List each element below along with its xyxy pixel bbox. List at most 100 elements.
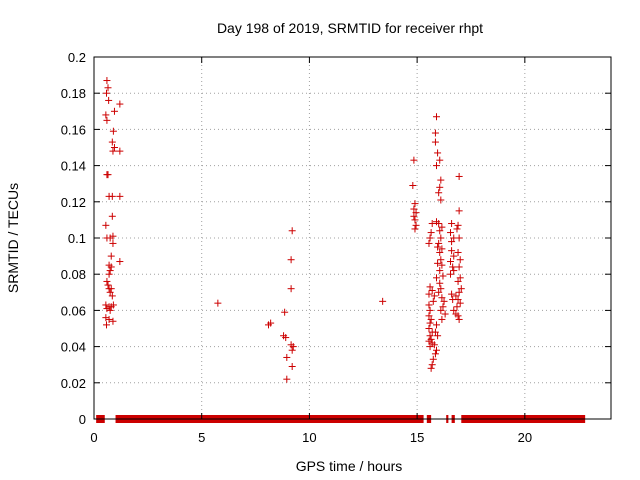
data-point — [430, 292, 438, 300]
data-point — [107, 252, 115, 260]
data-point — [452, 292, 460, 300]
data-point — [430, 341, 438, 349]
data-point — [426, 234, 434, 242]
data-point — [450, 252, 458, 260]
data-point — [450, 234, 458, 242]
data-point — [103, 77, 111, 85]
data-point — [436, 183, 444, 191]
data-point — [455, 172, 463, 180]
data-point — [281, 308, 289, 316]
data-point — [104, 171, 112, 179]
data-point — [427, 315, 435, 323]
data-point — [283, 353, 291, 361]
data-point — [431, 350, 439, 358]
data-point — [454, 248, 462, 256]
data-point — [431, 328, 439, 336]
data-point — [214, 299, 222, 307]
data-point — [103, 116, 111, 124]
y-tick-label: 0 — [79, 412, 86, 427]
data-point — [428, 361, 436, 369]
data-point — [431, 129, 439, 137]
data-point — [108, 292, 116, 300]
data-point — [447, 229, 455, 237]
data-point — [107, 263, 115, 271]
data-point — [438, 294, 446, 302]
data-point — [102, 89, 110, 97]
data-point — [107, 285, 115, 293]
data-point — [379, 297, 387, 305]
data-point — [425, 325, 433, 332]
y-tick-label: 0.04 — [61, 340, 86, 355]
data-point — [287, 256, 295, 264]
data-point — [287, 285, 295, 293]
data-point — [447, 270, 455, 278]
data-point — [433, 346, 441, 354]
data-point — [106, 306, 114, 314]
data-point — [102, 321, 110, 329]
data-point — [102, 314, 110, 322]
data-point — [267, 319, 275, 327]
data-point — [289, 343, 297, 351]
data-point — [450, 267, 458, 275]
data-point — [105, 96, 113, 104]
chart-title: Day 198 of 2019, SRMTID for receiver rhp… — [217, 20, 483, 36]
data-point — [102, 301, 110, 309]
x-tick-label: 0 — [90, 430, 97, 445]
data-point — [106, 288, 114, 296]
data-point — [435, 288, 443, 296]
y-tick-label: 0.2 — [68, 50, 86, 65]
x-tick-label: 10 — [302, 430, 316, 445]
data-point — [108, 138, 116, 146]
data-point — [425, 312, 433, 320]
data-point — [410, 156, 418, 164]
x-tick-label: 5 — [198, 430, 205, 445]
data-point — [453, 303, 461, 311]
data-point — [435, 220, 443, 228]
data-point — [110, 144, 118, 151]
data-point — [104, 84, 112, 92]
data-point — [448, 247, 456, 255]
data-point — [412, 209, 420, 217]
data-point — [108, 212, 116, 220]
data-point — [455, 315, 463, 323]
data-point — [437, 196, 445, 204]
data-point — [103, 305, 111, 313]
data-point — [450, 306, 458, 314]
data-point — [116, 258, 124, 266]
y-tick-label: 0.18 — [61, 86, 86, 101]
data-point — [453, 225, 461, 233]
data-point — [437, 256, 445, 264]
data-point — [106, 267, 114, 275]
data-point — [448, 220, 456, 228]
data-point — [436, 267, 444, 275]
data-point — [454, 277, 462, 285]
data-point — [434, 149, 442, 157]
data-point — [109, 147, 117, 155]
data-point — [433, 113, 441, 121]
data-point — [109, 239, 117, 247]
data-point — [411, 225, 419, 233]
data-point — [429, 297, 437, 305]
data-point — [428, 220, 436, 228]
data-point — [426, 343, 434, 351]
data-points — [102, 77, 465, 383]
data-point — [455, 288, 463, 296]
data-point — [426, 306, 434, 314]
data-point — [425, 301, 433, 309]
data-point — [426, 283, 434, 291]
data-point — [433, 321, 441, 329]
axis-ticks — [93, 56, 611, 420]
data-point — [109, 232, 117, 240]
data-point — [288, 346, 296, 354]
data-point — [437, 234, 445, 242]
data-point — [116, 100, 124, 108]
data-point — [438, 261, 446, 269]
data-point — [438, 223, 446, 231]
data-point — [429, 355, 437, 363]
data-point — [104, 281, 112, 289]
grid-lines — [94, 57, 611, 419]
data-point — [431, 138, 439, 146]
data-point — [448, 238, 456, 246]
